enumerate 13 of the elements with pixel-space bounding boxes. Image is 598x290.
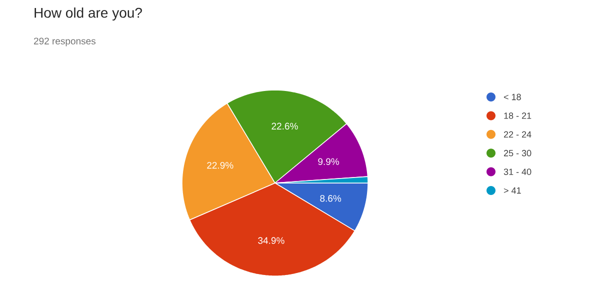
data-label: 22.9% <box>207 162 234 169</box>
data-label: 9.9% <box>318 158 340 165</box>
legend-label: > 41 <box>504 187 521 194</box>
legend-label: < 18 <box>504 94 521 100</box>
legend-label: 25 - 30 <box>504 150 532 156</box>
data-label: 22.6% <box>272 122 298 130</box>
data-label: 34.9% <box>258 237 284 244</box>
data-label: 8.6% <box>320 195 342 202</box>
legend-label: 18 - 21 <box>504 112 532 119</box>
legend-label: 31 - 40 <box>504 168 532 175</box>
chart-title: How old are you? <box>34 7 142 21</box>
text: 292 responses <box>34 38 96 46</box>
legend-label: 22 - 24 <box>504 131 532 138</box>
